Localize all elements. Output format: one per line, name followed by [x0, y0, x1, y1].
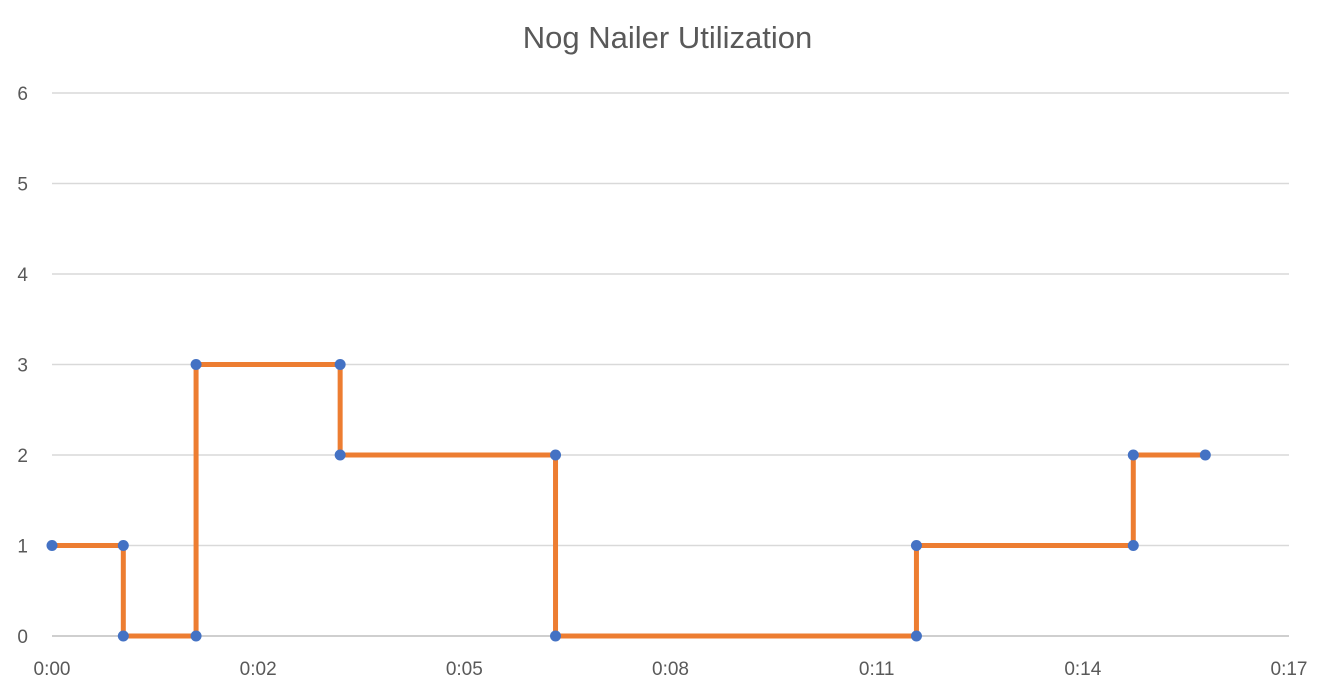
y-tick-label-0: 0: [17, 627, 28, 648]
data-point-7: [550, 449, 562, 461]
data-point-4: [190, 359, 202, 370]
y-tick-label-3: 3: [17, 356, 28, 377]
data-point-6: [334, 449, 346, 461]
data-point-10: [910, 540, 922, 551]
x-tick-label-2: 0:05: [446, 659, 483, 680]
y-tick-label-4: 4: [17, 265, 28, 286]
data-point-11: [1127, 540, 1139, 551]
y-tick-label-5: 5: [17, 175, 28, 196]
y-tick-label-6: 6: [17, 84, 28, 105]
data-point-5: [334, 359, 346, 370]
data-point-12: [1127, 449, 1139, 461]
chart-title: Nog Nailer Utilization: [522, 20, 813, 55]
x-tick-label-5: 0:14: [1064, 659, 1101, 680]
x-tick-label-4: 0:11: [859, 659, 895, 680]
series-line: [52, 362, 1206, 639]
data-point-8: [550, 630, 562, 642]
data-point-1: [117, 540, 129, 551]
y-tick-label-2: 2: [17, 446, 28, 467]
y-tick-label-1: 1: [17, 537, 28, 558]
data-point-2: [117, 630, 129, 642]
x-tick-label-0: 0:00: [34, 659, 71, 680]
x-tick-label-6: 0:17: [1271, 659, 1308, 680]
data-point-9: [910, 630, 922, 642]
data-point-13: [1199, 449, 1211, 461]
data-point-3: [190, 630, 202, 642]
data-point-0: [46, 540, 58, 551]
x-tick-label-3: 0:08: [652, 659, 689, 680]
x-tick-label-1: 0:02: [240, 659, 277, 680]
